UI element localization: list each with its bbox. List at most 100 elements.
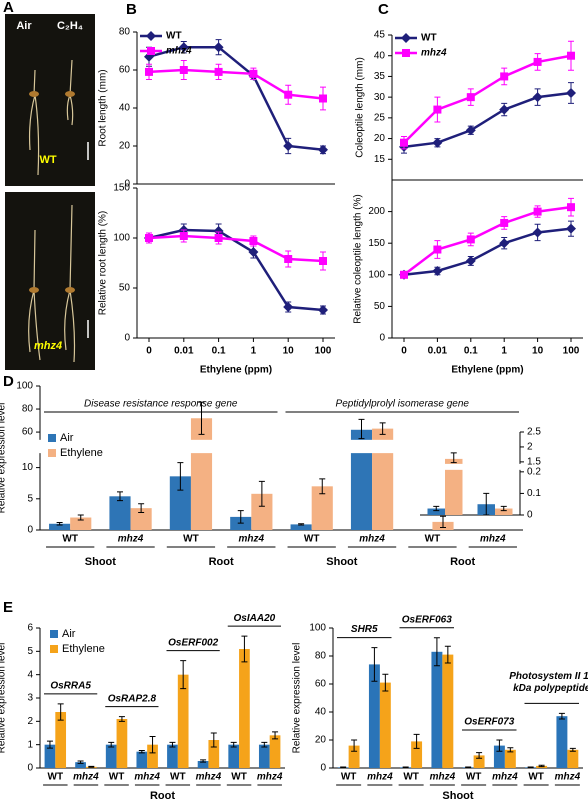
error-bar	[569, 747, 576, 752]
seedling	[28, 204, 76, 363]
tissue-label: Root	[450, 556, 475, 568]
x-tick-label: 10	[532, 346, 544, 357]
marker	[465, 255, 476, 266]
gene-label: OsRAP2.8	[108, 693, 157, 704]
error-bar	[465, 766, 472, 769]
bar	[372, 428, 394, 530]
error-bar	[500, 505, 507, 512]
marker	[466, 235, 475, 244]
y-tick-label: 3	[27, 693, 33, 704]
marker	[466, 93, 475, 102]
error-bar	[46, 740, 53, 749]
marker	[213, 42, 224, 53]
x-tick-label: mhz4	[480, 534, 506, 545]
marker	[248, 247, 259, 257]
y-tick-label: 150	[113, 183, 130, 194]
error-bar	[379, 422, 386, 435]
bar	[75, 762, 86, 768]
error-bar	[116, 491, 123, 502]
series-line	[403, 54, 572, 144]
legend-swatch	[50, 645, 58, 653]
marker	[499, 238, 510, 249]
y-tick-label: 35	[374, 71, 386, 82]
error-bar	[77, 514, 84, 521]
photo	[5, 14, 95, 186]
error-bar	[298, 523, 305, 526]
x-tick-label: mhz4	[134, 772, 160, 783]
y-tick-label: 0	[379, 333, 385, 344]
bar	[197, 761, 209, 768]
y-axis-label: Relative root length (%)	[98, 211, 109, 316]
marker	[283, 141, 294, 151]
y-axis-label: Relative coleoptile length (%)	[353, 194, 364, 324]
marker	[567, 203, 575, 212]
y-tick-label: 20	[315, 735, 327, 746]
y-tick-label: 80	[119, 27, 131, 38]
x-axis-label: Ethylene (ppm)	[200, 365, 272, 376]
series-line	[148, 45, 324, 152]
legend-label: Ethylene	[62, 643, 105, 655]
x-tick-label: WT	[170, 772, 186, 783]
marker	[566, 88, 576, 98]
error-bar	[138, 503, 145, 514]
seedling	[28, 59, 74, 176]
legend-marker	[401, 33, 411, 43]
marker	[145, 67, 153, 76]
x-tick-label: WT	[304, 534, 320, 545]
x-axis-label: Root	[150, 790, 175, 800]
bar	[411, 741, 423, 768]
y-tick-label: 4	[27, 669, 33, 680]
bar	[228, 744, 240, 768]
error-bar	[77, 760, 84, 764]
y-tick-label: 0	[527, 510, 533, 521]
y-tick-label: 2	[527, 442, 533, 453]
marker	[432, 266, 443, 277]
error-bar	[319, 478, 326, 495]
error-bar	[340, 766, 347, 769]
y-tick-label: 0	[124, 333, 130, 344]
marker	[499, 104, 510, 115]
gene-label: SHR5	[351, 624, 378, 635]
x-tick-label: WT	[341, 772, 357, 783]
x-axis-label: Shoot	[442, 790, 473, 800]
bar	[495, 508, 513, 515]
x-tick-label: 0.1	[464, 346, 478, 357]
error-bar	[258, 480, 265, 507]
y-axis-label: Root length (mm)	[98, 69, 109, 146]
error-bar	[402, 766, 409, 769]
panel-label: D	[3, 373, 14, 390]
error-bar	[177, 462, 184, 491]
genotype-label: mhz4	[34, 340, 62, 352]
y-tick-label: 40	[119, 103, 131, 114]
marker	[465, 125, 476, 136]
error-bar	[483, 492, 490, 516]
y-axis-label: Relative expression level	[0, 403, 8, 514]
y-tick-label: 100	[16, 381, 33, 392]
y-tick-label: 200	[368, 206, 385, 217]
legend-label: Ethylene	[60, 447, 103, 459]
bar	[368, 664, 380, 768]
panel-label: C	[378, 1, 389, 18]
error-bar	[538, 764, 545, 768]
bar	[70, 517, 92, 530]
photo-label: C₂H₄	[57, 20, 83, 32]
error-bar	[272, 731, 279, 740]
legend-label: Air	[60, 432, 74, 444]
seed	[29, 91, 39, 97]
tissue-label: Root	[209, 556, 234, 568]
y-axis-label: Relative expression level	[0, 643, 8, 754]
bar	[379, 682, 391, 768]
error-bar	[558, 712, 565, 720]
x-tick-label: mhz4	[196, 772, 222, 783]
bar	[136, 751, 148, 768]
x-tick-label: 100	[315, 346, 332, 357]
bar	[169, 476, 191, 530]
x-tick-label: 10	[283, 346, 295, 357]
error-bar	[237, 510, 244, 524]
error-bar	[261, 741, 268, 748]
y-tick-label: 100	[368, 269, 385, 280]
panel-label: B	[126, 1, 137, 18]
marker	[179, 232, 188, 240]
bar	[167, 744, 178, 768]
marker	[249, 69, 258, 78]
